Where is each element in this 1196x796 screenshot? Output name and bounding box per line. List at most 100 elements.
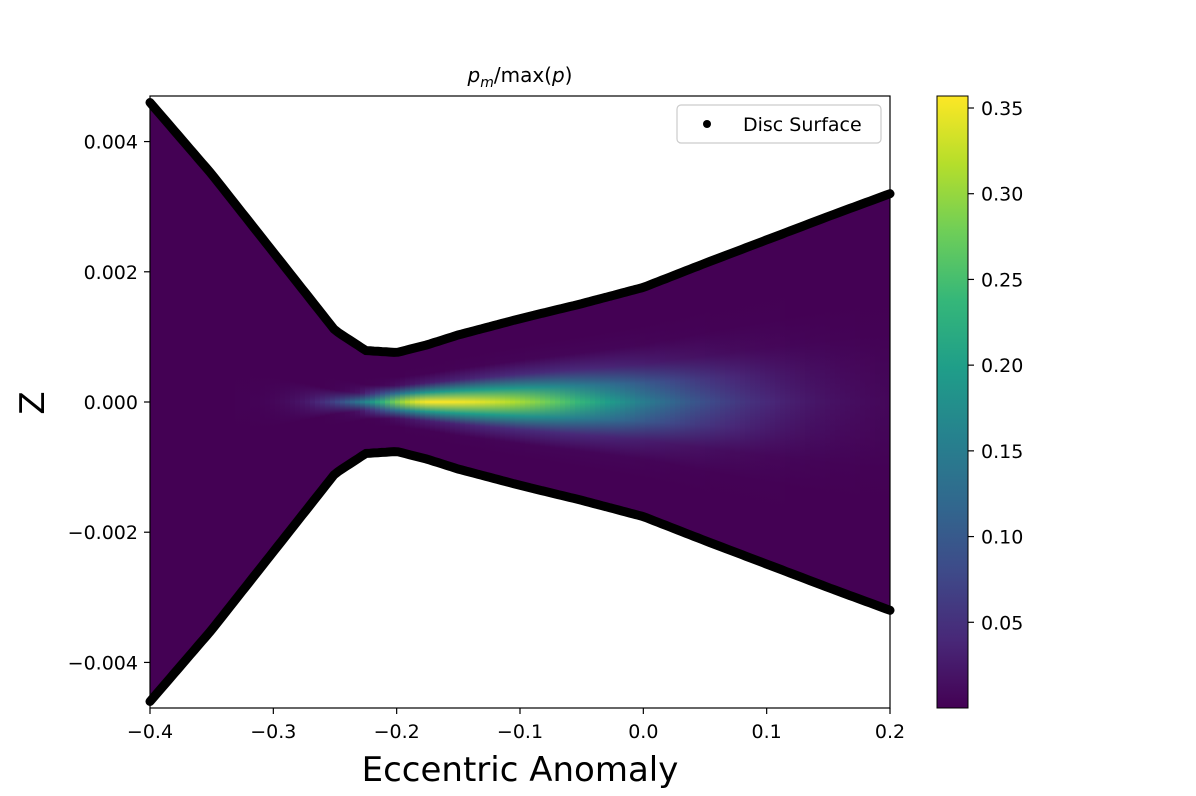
heatmap-column <box>525 314 531 490</box>
heatmap-column <box>265 242 271 562</box>
heatmap-column <box>280 261 286 543</box>
heatmap <box>150 103 890 701</box>
heatmap-column <box>515 317 521 487</box>
heatmap-column <box>715 256 721 548</box>
heatmap-column <box>360 346 366 458</box>
heatmap-column <box>380 349 386 455</box>
heatmap-column <box>730 250 736 554</box>
heatmap-column <box>285 268 291 536</box>
heatmap-column <box>870 198 876 606</box>
heatmap-column <box>605 294 611 510</box>
y-axis: 0.004 0.002 0.000 −0.002 −0.004 <box>68 132 150 674</box>
heatmap-column <box>600 296 606 508</box>
heatmap-column <box>785 229 791 575</box>
heatmap-column <box>395 350 401 454</box>
heatmap-column <box>470 329 476 475</box>
colorbar-tick-label: 0.20 <box>981 355 1023 377</box>
heatmap-column <box>850 205 856 599</box>
heatmap-column <box>420 343 426 461</box>
heatmap-column <box>705 260 711 544</box>
heatmap-column <box>370 348 376 456</box>
heatmap-column <box>560 306 566 498</box>
colorbar-tick-label: 0.25 <box>981 269 1023 291</box>
colorbar-tick-label: 0.10 <box>981 527 1023 549</box>
heatmap-column <box>750 243 756 561</box>
legend-label-disc-surface: Disc Surface <box>743 114 862 136</box>
legend: Disc Surface <box>676 104 882 144</box>
heatmap-column <box>885 192 890 612</box>
heatmap-column <box>400 349 406 455</box>
heatmap-column <box>655 279 661 525</box>
heatmap-column <box>805 222 811 582</box>
heatmap-column <box>510 318 516 486</box>
heatmap-column <box>340 333 346 471</box>
heatmap-column <box>195 155 201 649</box>
colorbar-tick-label: 0.30 <box>981 184 1023 206</box>
disc-surface-upper <box>145 98 895 357</box>
heatmap-column <box>430 341 436 463</box>
heatmap-column <box>740 247 746 557</box>
heatmap-column <box>405 347 411 457</box>
heatmap-column <box>385 349 391 455</box>
heatmap-column <box>595 297 601 507</box>
heatmap-column <box>475 327 481 477</box>
x-tick-label: −0.1 <box>497 721 543 743</box>
heatmap-column <box>815 218 821 586</box>
heatmap-column <box>410 346 416 458</box>
chart-title: pm/max(p) <box>467 63 573 91</box>
heatmap-column <box>645 283 651 521</box>
heatmap-column <box>825 214 831 590</box>
heatmap-column <box>550 308 556 496</box>
colorbar-tick-label: 0.05 <box>981 612 1023 634</box>
heatmap-column <box>155 109 161 695</box>
x-tick-label: 0.2 <box>875 721 905 743</box>
heatmap-column <box>290 274 296 530</box>
heatmap-column <box>775 233 781 571</box>
heatmap-column <box>345 336 351 468</box>
heatmap-column <box>735 248 741 556</box>
heatmap-column <box>235 204 241 600</box>
heatmap-column <box>650 281 656 523</box>
x-tick-label: −0.2 <box>374 721 420 743</box>
heatmap-column <box>530 313 536 491</box>
heatmap-column <box>300 287 306 517</box>
heatmap-column <box>610 293 616 511</box>
heatmap-column <box>465 330 471 474</box>
heatmap-column <box>575 302 581 502</box>
disc-surface-lower <box>145 447 895 706</box>
heatmap-column <box>375 349 381 455</box>
heatmap-column <box>840 209 846 595</box>
heatmap-column <box>780 231 786 573</box>
heatmap-column <box>365 348 371 456</box>
heatmap-column <box>190 149 196 655</box>
heatmap-column <box>245 217 251 587</box>
heatmap-column <box>590 298 596 506</box>
heatmap-column <box>230 198 236 606</box>
heatmap-column <box>490 323 496 481</box>
heatmap-column <box>675 272 681 532</box>
heatmap-column <box>845 207 851 597</box>
heatmap-column <box>710 258 716 546</box>
heatmap-column <box>790 228 796 576</box>
heatmap-column <box>505 319 511 485</box>
heatmap-column <box>495 322 501 482</box>
heatmap-column <box>390 350 396 454</box>
heatmap-column <box>440 337 446 467</box>
heatmap-column <box>855 203 861 601</box>
heatmap-column <box>830 212 836 592</box>
y-tick-label: −0.004 <box>68 652 138 674</box>
heatmap-column <box>680 270 686 534</box>
heatmap-column <box>335 330 341 474</box>
x-axis-label: Eccentric Anomaly <box>362 750 679 790</box>
heatmap-column <box>215 179 221 625</box>
heatmap-column <box>520 316 526 488</box>
heatmap-column <box>255 230 261 574</box>
heatmap-column <box>210 173 216 631</box>
heatmap-column <box>355 343 361 461</box>
heatmap-column <box>695 264 701 540</box>
heatmap-column <box>450 334 456 470</box>
heatmap-column <box>860 201 866 603</box>
heatmap-column <box>555 307 561 497</box>
y-tick-label: 0.000 <box>84 392 138 414</box>
heatmap-column <box>500 321 506 483</box>
